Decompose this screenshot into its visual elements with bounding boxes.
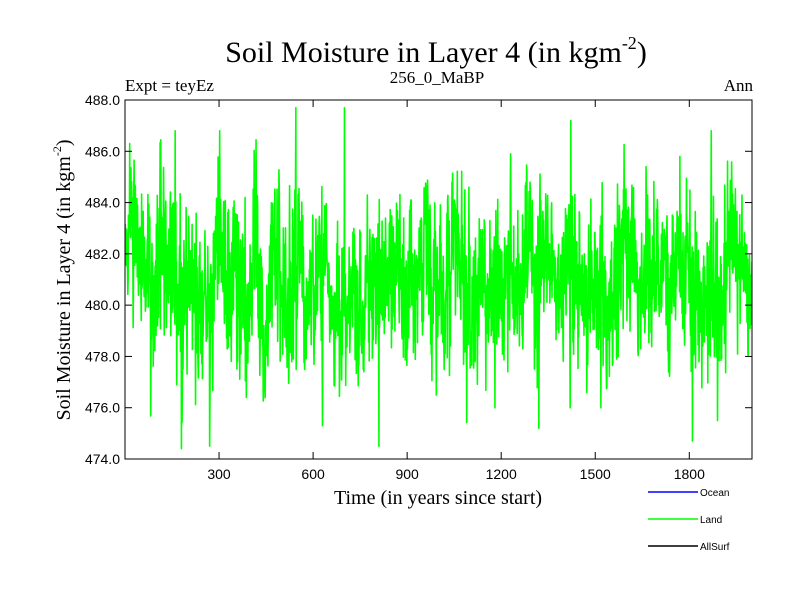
y-tick-label: 486.0 <box>85 143 120 159</box>
x-tick-label: 1200 <box>486 466 517 482</box>
series-layer <box>125 106 752 450</box>
y-tick-label: 474.0 <box>85 451 120 467</box>
y-axis-label: Soil Moisture in Layer 4 (in kgm-2) <box>50 139 75 420</box>
legend-label-land: Land <box>700 515 722 526</box>
y-tick-label: 482.0 <box>85 246 120 262</box>
legend: Ocean Land AllSurf <box>648 488 730 553</box>
legend-label-ocean: Ocean <box>700 488 729 499</box>
y-tick-label: 488.0 <box>85 92 120 108</box>
ticks-layer: 300 600 900 1200 1500 1800 474.0 476.0 478.0 480.… <box>85 92 752 482</box>
plot-frame <box>124 99 753 460</box>
chart-title-main: Soil Moisture in Layer 4 (in kgm <box>225 36 622 69</box>
legend-label-allsurf: AllSurf <box>700 542 730 553</box>
x-tick-label: 1500 <box>580 466 611 482</box>
chart-title: Soil Moisture in Layer 4 (in kgm-2) <box>225 33 647 69</box>
chart-title-end: ) <box>637 36 647 69</box>
chart-title-superscript: -2 <box>622 33 637 53</box>
y-tick-label: 484.0 <box>85 195 120 211</box>
y-tick-label: 478.0 <box>85 348 120 364</box>
y-axis-label-main: Soil Moisture in Layer 4 (in kgm <box>53 156 75 421</box>
subtitle-left: Expt = teyEz <box>125 76 214 95</box>
y-tick-label: 476.0 <box>85 400 120 416</box>
series-line-land <box>125 106 752 450</box>
y-axis-label-superscript: -2 <box>50 146 64 156</box>
y-axis-label-end: ) <box>53 139 75 146</box>
subtitle-center: 256_0_MaBP <box>390 68 484 87</box>
x-tick-label: 600 <box>301 466 325 482</box>
x-tick-label: 900 <box>395 466 419 482</box>
x-tick-label: 300 <box>207 466 231 482</box>
x-tick-label: 1800 <box>674 466 705 482</box>
subtitle-right: Ann <box>724 76 754 95</box>
x-axis-label: Time (in years since start) <box>334 487 542 509</box>
y-tick-label: 480.0 <box>85 297 120 313</box>
